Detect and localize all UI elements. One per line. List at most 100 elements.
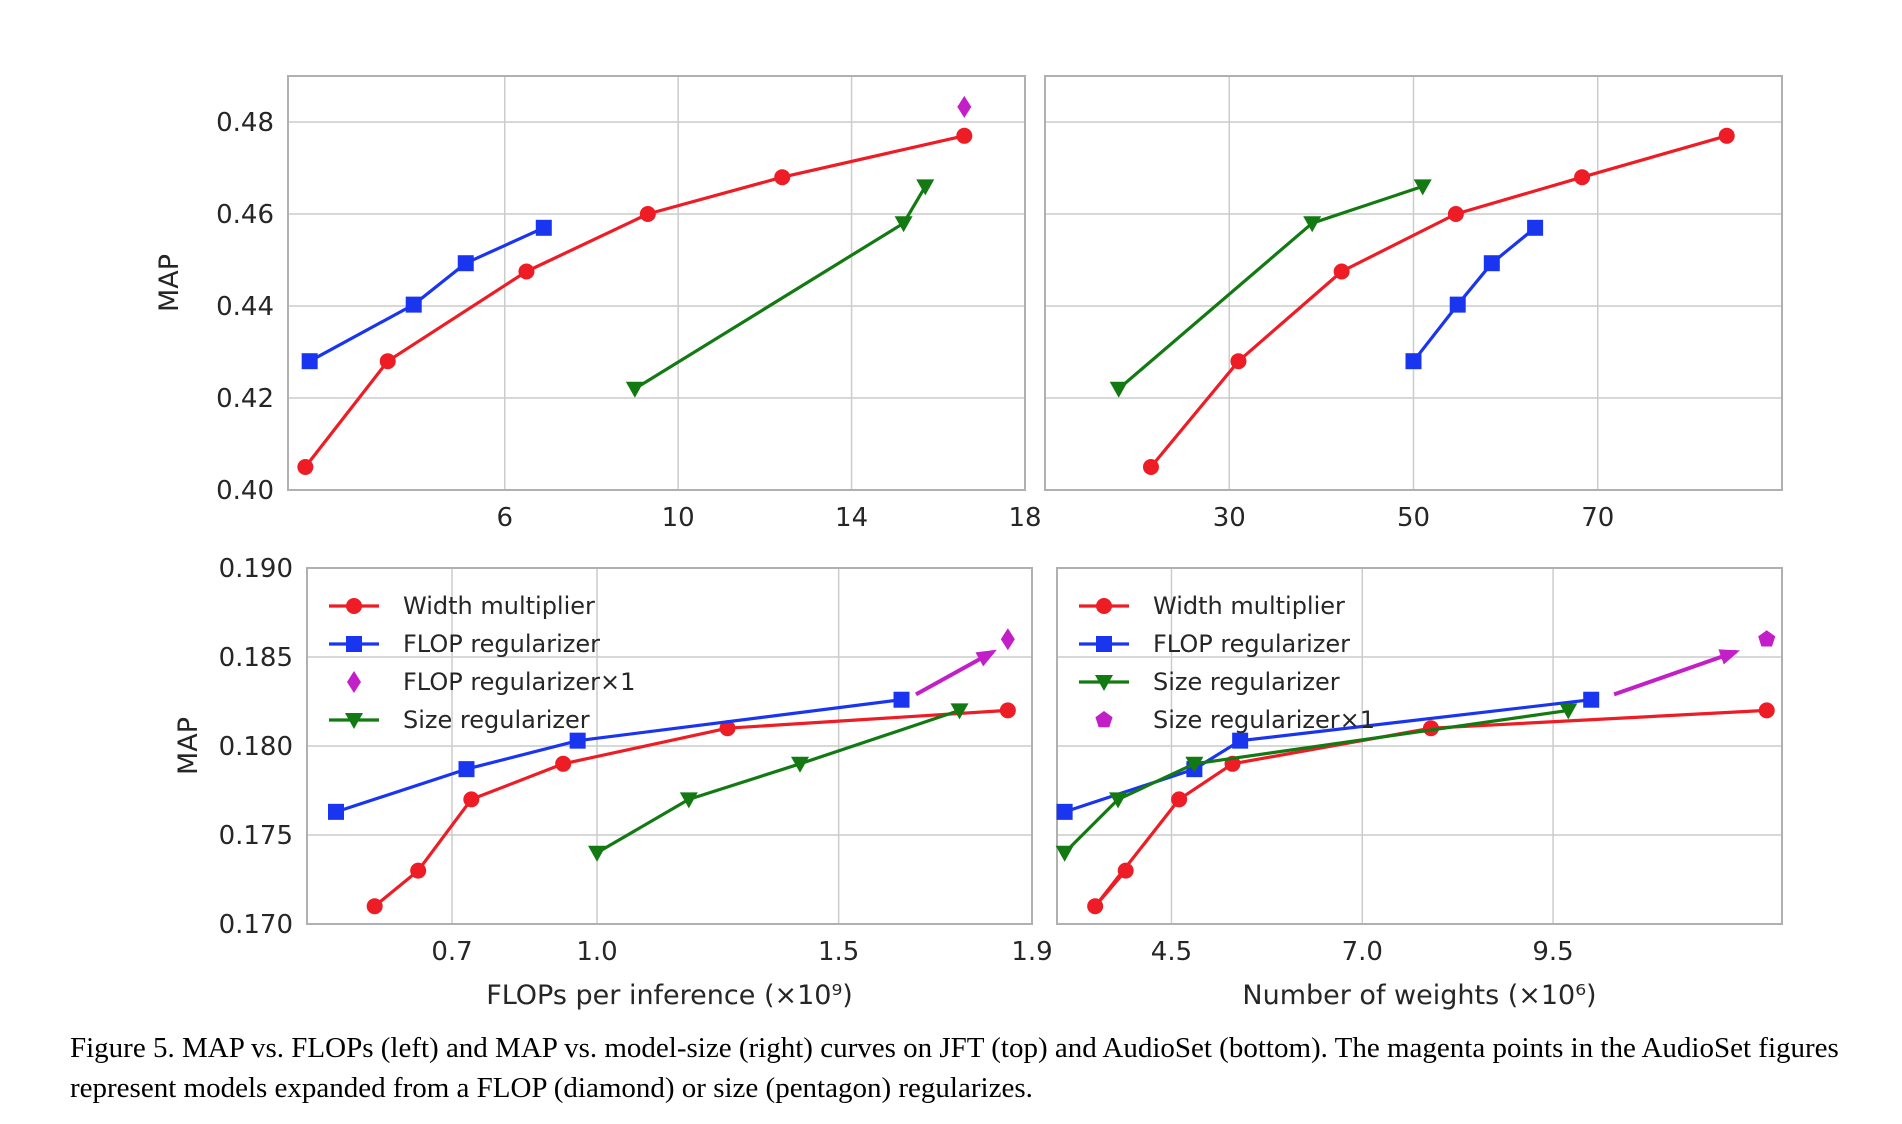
x-tick-label: 70: [1581, 503, 1614, 533]
series-line: [1064, 698, 1592, 814]
chart-jft-flops: 6 10 14 18 0.40 0.42 0.44 0.46 0.48 MAP: [154, 75, 1042, 533]
data-point: [956, 127, 973, 144]
expansion-arrow-shaft: [1613, 649, 1737, 697]
legend: Width multiplier FLOP regularizer Size reg…: [1079, 592, 1375, 734]
y-tick-label: 0.44: [216, 292, 274, 322]
plot-frame: [306, 567, 1033, 925]
data-point: [957, 95, 972, 118]
data-point: [1142, 459, 1159, 475]
x-tick-label: 30: [1213, 503, 1246, 533]
data-point: [569, 732, 586, 749]
data-point: [1056, 803, 1073, 820]
legend-marker: [346, 636, 362, 652]
series-line: [304, 134, 965, 468]
y-tick-label: 0.42: [216, 384, 274, 414]
series-line: [373, 708, 1008, 908]
data-point: [1449, 296, 1466, 313]
legend-label: Size regularizer: [1153, 668, 1340, 696]
x-tick-label: 14: [835, 503, 868, 533]
series-2: [1109, 179, 1432, 398]
plot-frame: [1044, 75, 1783, 491]
y-tick-label: 0.170: [219, 910, 293, 940]
data-point: [535, 219, 552, 236]
data-point: [1758, 702, 1775, 719]
data-point: [518, 263, 535, 280]
x-tick-label: 0.7: [431, 937, 472, 967]
series-line: [1063, 708, 1569, 854]
y-tick-label: 0.40: [216, 476, 274, 506]
data-point: [366, 898, 383, 915]
series-1: [1405, 219, 1544, 370]
data-point: [1109, 381, 1128, 398]
data-point: [1303, 216, 1322, 233]
series-0: [366, 702, 1016, 915]
legend-label: Width multiplier: [1153, 592, 1345, 620]
legend-item: Size regularizer×1: [1095, 706, 1375, 734]
data-point: [893, 691, 910, 708]
y-tick-label: 0.185: [219, 643, 293, 673]
expansion-arrow-head: [1718, 649, 1740, 665]
data-point: [1447, 206, 1464, 222]
plot-frame: [287, 75, 1026, 491]
x-axis-label: Number of weights (×10⁶): [1242, 980, 1596, 1011]
x-tick-label: 7.0: [1342, 937, 1383, 967]
data-point: [1583, 691, 1600, 708]
data-point: [588, 845, 606, 862]
series-3: [588, 703, 969, 862]
x-tick-label: 50: [1397, 503, 1430, 533]
chart-panels: 6 10 14 18 0.40 0.42 0.44 0.46 0.48 MAP 30 50 70 0.7 1…: [154, 75, 1783, 1011]
chart-jft-weights: 30 50 70: [1044, 75, 1783, 533]
data-point: [1483, 255, 1500, 272]
legend-marker: [1096, 636, 1112, 652]
figure-caption: Figure 5. MAP vs. FLOPs (left) and MAP v…: [70, 1032, 1839, 1104]
x-tick-label: 1.5: [818, 937, 859, 967]
x-tick-label: 6: [496, 503, 513, 533]
series-line: [1149, 134, 1728, 469]
legend-item: FLOP regularizer: [329, 630, 600, 658]
legend-item: Size regularizer: [329, 706, 590, 734]
y-tick-label: 0.180: [219, 732, 293, 762]
series-3: [1758, 630, 1776, 647]
data-point: [1574, 169, 1591, 186]
legend-label: Size regularizer: [403, 706, 590, 734]
y-tick-label: 0.175: [219, 821, 293, 851]
data-point: [1230, 353, 1247, 370]
series-3: [957, 95, 972, 118]
legend-label: Width multiplier: [403, 592, 595, 620]
y-tick-label: 0.48: [216, 108, 274, 138]
series-2: [625, 179, 935, 398]
legend-marker: [345, 713, 363, 729]
data-point: [1000, 628, 1015, 651]
data-point: [297, 459, 314, 475]
x-tick-label: 1.0: [576, 937, 617, 967]
data-point: [1333, 263, 1350, 280]
data-point: [1413, 179, 1432, 196]
chart-audioset-flops: 0.7 1.0 1.5 1.9 0.170 0.175 0.180 0.185 0.190 FLO…: [173, 554, 1053, 1011]
data-point: [1087, 898, 1104, 915]
legend-item: Width multiplier: [1079, 592, 1345, 620]
data-point: [328, 803, 344, 820]
data-point: [1559, 703, 1578, 720]
series-0: [297, 127, 973, 475]
data-point: [916, 179, 935, 196]
series-line: [1412, 226, 1537, 363]
data-point: [1171, 791, 1188, 808]
data-point: [1405, 353, 1422, 370]
series-0: [1087, 702, 1775, 915]
data-point: [1527, 219, 1544, 236]
data-point: [463, 791, 480, 808]
x-tick-label: 1.9: [1011, 937, 1052, 967]
legend: Width multiplier FLOP regularizer FLOP reg…: [329, 592, 635, 734]
chart-audioset-weights: 4.5 7.0 9.5 Number of weights (×10⁶) Width m…: [1055, 567, 1783, 1011]
data-point: [999, 702, 1016, 719]
series-line: [1093, 708, 1767, 908]
legend-label: FLOP regularizer×1: [403, 668, 635, 696]
data-point: [1117, 862, 1134, 879]
legend-item: FLOP regularizer: [1079, 630, 1350, 658]
y-axis-label: MAP: [173, 717, 204, 775]
legend-marker: [1096, 598, 1112, 614]
x-tick-label: 9.5: [1532, 937, 1573, 967]
data-point: [719, 720, 736, 737]
plot-frame: [1056, 567, 1783, 925]
x-axis-label: FLOPs per inference (×10⁹): [486, 980, 853, 1011]
